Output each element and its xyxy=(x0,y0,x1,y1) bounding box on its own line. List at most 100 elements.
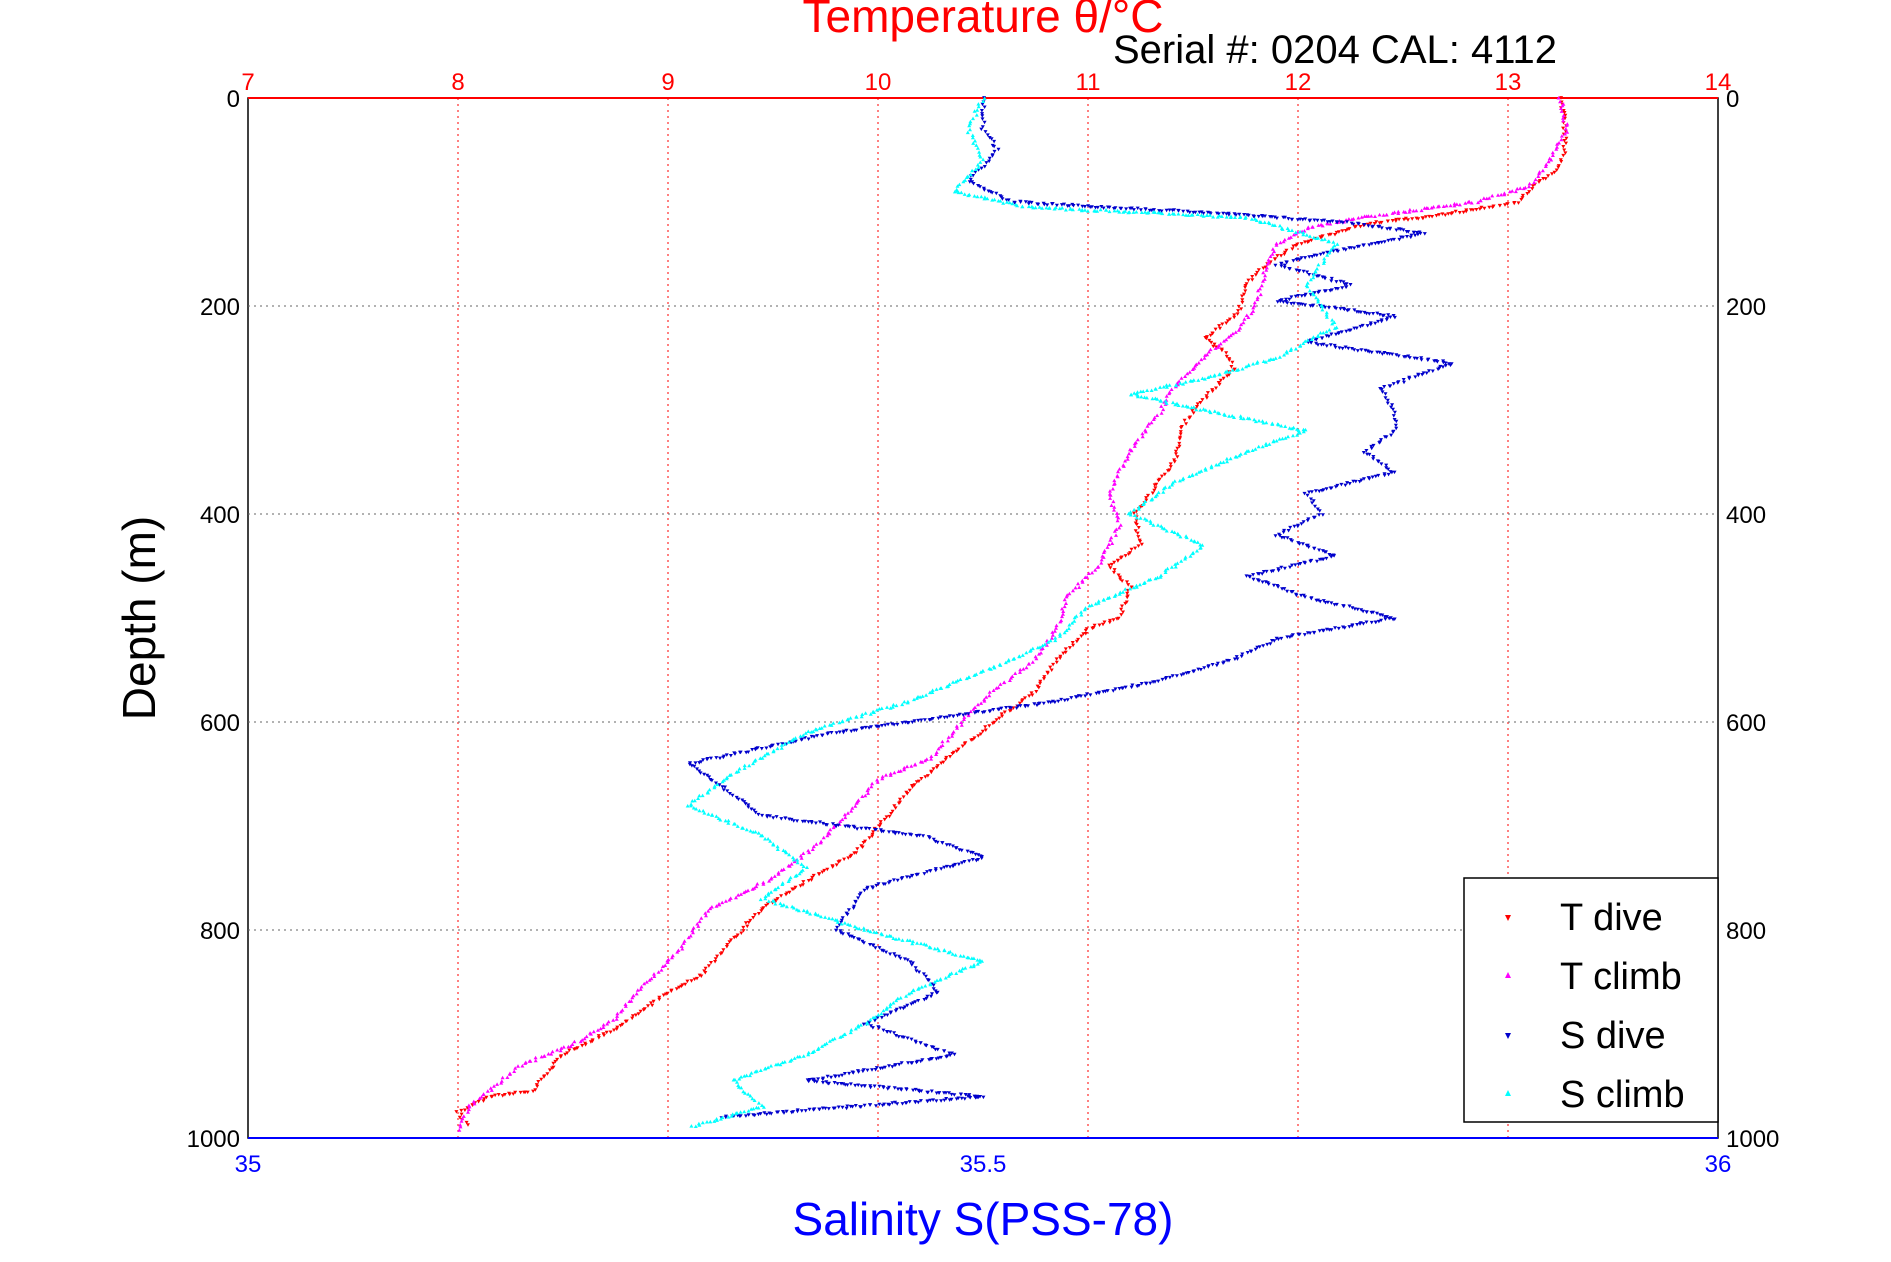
data-point xyxy=(1552,170,1557,175)
data-point xyxy=(1257,418,1261,423)
data-point xyxy=(1062,698,1067,703)
data-point xyxy=(634,991,639,996)
data-point xyxy=(776,885,781,890)
data-point xyxy=(1236,328,1241,332)
data-point xyxy=(892,952,897,956)
data-point xyxy=(809,820,814,824)
data-point xyxy=(701,758,706,762)
depth-tick-label: 400 xyxy=(200,502,240,529)
data-point xyxy=(1063,650,1068,655)
data-point xyxy=(1128,513,1133,517)
data-point xyxy=(567,1048,572,1053)
data-point xyxy=(919,941,923,946)
data-point xyxy=(533,1055,538,1060)
data-point xyxy=(992,144,997,149)
data-point xyxy=(1316,274,1321,278)
data-point xyxy=(1344,285,1348,289)
data-point xyxy=(801,908,806,913)
data-point xyxy=(872,1084,877,1088)
data-point xyxy=(974,143,979,147)
data-point xyxy=(1421,216,1425,221)
data-point xyxy=(1179,376,1184,380)
data-point xyxy=(615,1025,620,1030)
data-point xyxy=(851,936,856,940)
data-point xyxy=(1213,346,1218,350)
data-point xyxy=(570,1042,575,1046)
data-point xyxy=(1090,626,1095,631)
data-point xyxy=(915,834,920,838)
data-point xyxy=(1329,555,1334,559)
data-point xyxy=(891,1001,896,1005)
data-point xyxy=(1434,214,1439,218)
data-point xyxy=(922,998,927,1002)
data-point xyxy=(928,945,933,950)
data-point xyxy=(1101,550,1106,554)
data-point xyxy=(1201,407,1206,411)
data-point xyxy=(1311,275,1316,280)
data-point xyxy=(1391,617,1396,622)
data-point xyxy=(1247,416,1252,421)
data-point xyxy=(1275,300,1280,304)
data-point xyxy=(1234,213,1238,217)
data-point xyxy=(1076,581,1080,586)
data-point xyxy=(1386,472,1391,477)
data-point xyxy=(1270,247,1275,251)
data-point xyxy=(1258,292,1263,297)
data-point xyxy=(1311,235,1316,240)
data-point xyxy=(1415,231,1420,235)
data-point xyxy=(1284,248,1289,253)
data-point xyxy=(1383,392,1388,396)
data-point xyxy=(1176,403,1181,407)
data-point xyxy=(868,929,873,934)
data-point xyxy=(1112,560,1117,565)
data-point xyxy=(832,1074,837,1078)
data-point xyxy=(1296,632,1301,637)
data-point xyxy=(1081,632,1086,636)
data-point xyxy=(1114,533,1118,537)
data-point xyxy=(1320,336,1324,340)
data-point xyxy=(1318,599,1323,604)
data-point xyxy=(1330,321,1335,326)
data-point xyxy=(1352,225,1357,229)
data-point xyxy=(1309,490,1314,494)
data-point xyxy=(1182,418,1187,423)
data-point xyxy=(1311,335,1316,339)
data-point xyxy=(1301,269,1306,274)
data-point xyxy=(710,812,715,817)
data-point xyxy=(1561,118,1566,123)
data-point xyxy=(868,1017,873,1022)
data-point xyxy=(999,712,1004,716)
data-point xyxy=(962,717,966,721)
data-point xyxy=(1139,394,1144,399)
data-point xyxy=(1384,466,1389,470)
data-point xyxy=(871,943,876,948)
data-point xyxy=(985,133,990,137)
data-point xyxy=(774,1062,778,1067)
data-point xyxy=(1218,341,1223,346)
data-point xyxy=(1168,465,1173,469)
data-point xyxy=(1153,576,1158,581)
data-point xyxy=(1096,690,1101,695)
data-point xyxy=(1061,609,1066,613)
data-point xyxy=(1320,513,1325,517)
data-point xyxy=(868,943,872,947)
data-point xyxy=(1426,357,1431,362)
data-point xyxy=(1546,159,1551,164)
data-point xyxy=(746,803,751,807)
data-point xyxy=(780,882,785,886)
data-point xyxy=(531,1089,536,1094)
data-point xyxy=(1555,142,1560,146)
data-point xyxy=(791,857,796,862)
data-point xyxy=(1229,365,1234,369)
data-point xyxy=(901,795,906,799)
data-point xyxy=(1318,331,1323,335)
data-point xyxy=(704,913,708,918)
data-point xyxy=(584,1034,589,1039)
data-point xyxy=(1345,227,1350,232)
data-point xyxy=(987,666,992,671)
data-point xyxy=(1349,217,1354,221)
data-point xyxy=(1158,385,1163,389)
data-point xyxy=(1373,241,1378,246)
data-point xyxy=(1379,226,1384,230)
data-point xyxy=(967,192,972,197)
